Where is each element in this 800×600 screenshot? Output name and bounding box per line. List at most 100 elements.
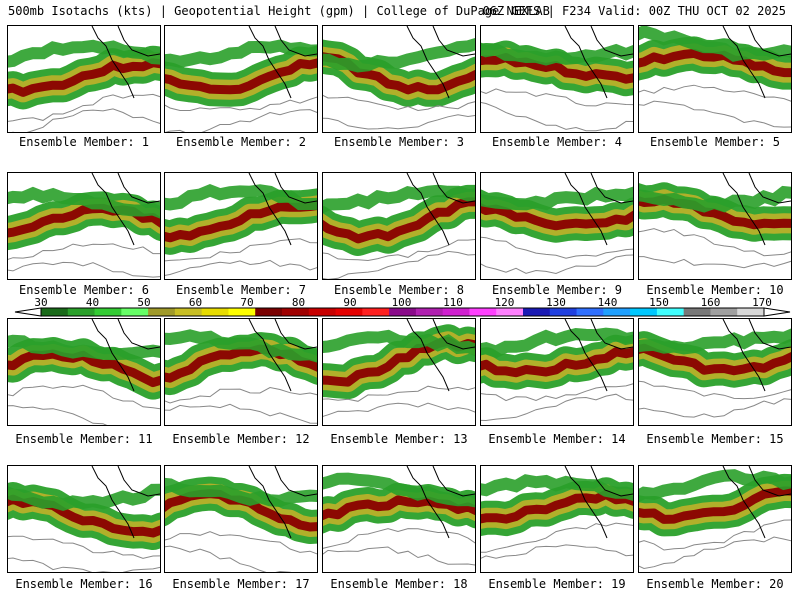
- colorbar-tick-label: 160: [700, 296, 721, 309]
- coastline-outline: [406, 319, 475, 392]
- product-title: 500mb Isotachs (kts) | Geopotential Heig…: [8, 4, 550, 18]
- height-contour-line: [165, 238, 317, 262]
- height-contour-line: [323, 528, 475, 549]
- ensemble-map-panel: [7, 172, 161, 280]
- coastline-outline: [91, 173, 160, 246]
- colorbar-tick-label: 80: [291, 296, 306, 309]
- isotach-band-secondary: [323, 329, 475, 357]
- height-contour-line: [165, 403, 317, 424]
- isotach-jet-core: [481, 347, 633, 378]
- jet-stream-map: [8, 26, 160, 132]
- jet-stream-map: [165, 319, 317, 424]
- ensemble-map-panel: [322, 25, 476, 133]
- ensemble-map-panel: [638, 172, 792, 280]
- coastline-outline: [564, 319, 633, 392]
- height-contour-line: [639, 519, 791, 551]
- colorbar-swatch: [469, 308, 497, 316]
- isotach-band-secondary: [481, 327, 633, 359]
- colorbar-swatch: [576, 308, 604, 316]
- figure-title: 500mb Isotachs (kts) | Geopotential Heig…: [0, 0, 800, 22]
- coastline-outline: [564, 26, 633, 99]
- ensemble-member-label: Ensemble Member: 18: [330, 577, 468, 591]
- isotach-band-secondary: [165, 39, 317, 68]
- isotach-jet-core: [639, 48, 791, 78]
- jet-stream-map: [323, 319, 475, 417]
- colorbar-swatch: [710, 308, 738, 316]
- height-contour-line: [8, 384, 160, 410]
- colorbar-tick-label: 40: [85, 296, 100, 309]
- isotach-jet-core: [165, 200, 317, 243]
- coastline-outline: [722, 26, 791, 99]
- height-contour-line: [165, 386, 317, 404]
- ensemble-member-label: Ensemble Member: 6: [18, 283, 150, 297]
- ensemble-member-label: Ensemble Member: 2: [175, 135, 307, 149]
- jet-stream-map: [323, 173, 475, 279]
- colorbar-swatch: [201, 308, 229, 316]
- isotach-band-secondary: [8, 334, 160, 361]
- height-contour-line: [165, 545, 292, 572]
- ensemble-map-panel: [322, 465, 476, 573]
- height-contour-line: [481, 544, 633, 559]
- ensemble-map-panel: [480, 172, 634, 280]
- jet-stream-map: [165, 26, 317, 132]
- height-contour-line: [8, 243, 160, 260]
- isotach-jet-core: [323, 197, 475, 244]
- ensemble-map-panel: [480, 318, 634, 426]
- ensemble-map-panel: [638, 465, 792, 573]
- colorbar-swatch: [228, 308, 256, 316]
- height-contour-line: [8, 93, 160, 122]
- isotach-band-secondary: [323, 184, 475, 214]
- ensemble-member-label: Ensemble Member: 17: [172, 577, 310, 591]
- height-contour-line: [165, 96, 317, 111]
- coastline-outline: [91, 319, 160, 392]
- ensemble-member-label: Ensemble Member: 16: [15, 577, 153, 591]
- colorbar-swatch: [308, 308, 337, 316]
- isotach-jet-core: [8, 58, 160, 97]
- colorbar-tick-label: 170: [752, 296, 772, 309]
- isotach-jet-core: [639, 486, 791, 524]
- colorbar-tick-label: 120: [494, 296, 515, 309]
- colorbar-tick-label: 90: [343, 296, 357, 309]
- coastline-outline: [722, 466, 791, 539]
- ensemble-map-panel: [7, 25, 161, 133]
- jet-stream-map: [481, 466, 633, 559]
- colorbar-tick-label: 60: [188, 296, 203, 309]
- height-contour-line: [323, 114, 475, 130]
- coastline-outline: [406, 466, 475, 539]
- ensemble-map-panel: [322, 172, 476, 280]
- isotach-band-secondary: [639, 328, 791, 355]
- colorbar-swatch: [630, 308, 658, 316]
- jet-stream-map: [481, 319, 633, 422]
- colorbar-swatch: [94, 308, 122, 316]
- height-contour-line: [481, 522, 633, 553]
- jet-stream-map: [481, 26, 633, 132]
- colorbar-swatch: [603, 308, 631, 316]
- coastline-outline: [722, 319, 791, 392]
- isotach-jet-core: [639, 343, 791, 376]
- colorbar-swatch: [415, 308, 444, 316]
- coastline-outline: [406, 173, 475, 246]
- jet-stream-map: [8, 173, 160, 278]
- height-contour-line: [639, 100, 791, 128]
- ensemble-member-label: Ensemble Member: 8: [333, 283, 465, 297]
- colorbar-swatch: [683, 308, 711, 316]
- ensemble-member-label: Ensemble Member: 1: [18, 135, 150, 149]
- colorbar-min-arrow: [14, 307, 42, 317]
- isotach-band-secondary: [323, 472, 475, 508]
- height-contour-line: [8, 557, 160, 572]
- ensemble-map-panel: [322, 318, 476, 426]
- ensemble-member-label: Ensemble Member: 20: [646, 577, 784, 591]
- ensemble-member-label: Ensemble Member: 7: [175, 283, 307, 297]
- wind-speed-colorbar: [14, 307, 791, 317]
- height-contour-line: [481, 383, 633, 402]
- coastline-outline: [248, 26, 317, 99]
- ensemble-member-label: Ensemble Member: 15: [646, 432, 784, 446]
- coastline-outline: [722, 173, 791, 246]
- height-contour-line: [481, 101, 633, 132]
- height-contour-line: [481, 393, 633, 422]
- height-contour-line: [323, 94, 475, 112]
- height-contour-line: [323, 250, 475, 279]
- jet-stream-map: [481, 173, 633, 275]
- height-contour-line: [165, 109, 317, 132]
- colorbar-swatch: [656, 308, 685, 316]
